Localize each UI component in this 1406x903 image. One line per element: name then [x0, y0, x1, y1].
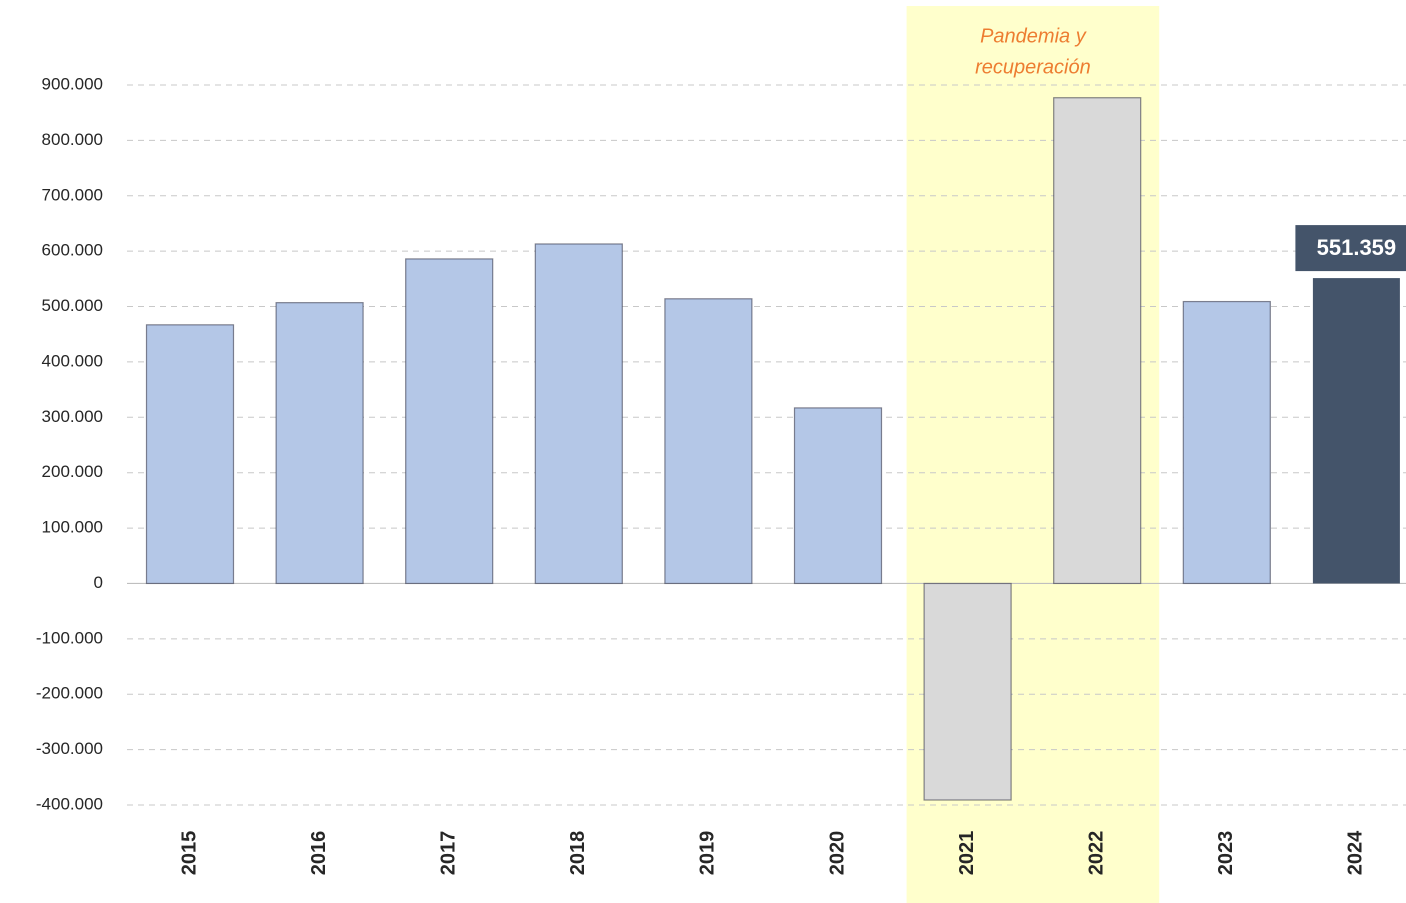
- annotation: Pandemia y: [980, 25, 1087, 47]
- bar: [1182, 300, 1271, 585]
- y-tick-label: 700.000: [42, 185, 103, 204]
- y-tick-label: 100.000: [42, 518, 103, 537]
- bar: [405, 258, 494, 585]
- y-tick-label: 800.000: [42, 130, 103, 149]
- bar: [145, 324, 235, 585]
- y-tick-label: 900.000: [42, 74, 103, 93]
- y-tick-label: -400.000: [36, 794, 103, 813]
- bar: [923, 582, 1012, 801]
- y-tick-label: 0: [94, 573, 103, 592]
- y-tick-label: 200.000: [42, 462, 103, 481]
- x-tick-label: 2023: [1215, 831, 1237, 876]
- x-tick-label: 2020: [826, 831, 848, 876]
- x-tick-label: 2015: [178, 831, 200, 876]
- value-label: 551.359: [1317, 235, 1397, 260]
- y-tick-label: -300.000: [36, 739, 103, 758]
- bar: [1053, 97, 1142, 585]
- x-tick-label: 2018: [567, 831, 589, 876]
- bar: [1312, 278, 1400, 584]
- y-tick-label: -200.000: [36, 684, 103, 703]
- x-tick-label: 2017: [437, 831, 459, 876]
- bar: [275, 302, 364, 585]
- bar: [664, 298, 753, 585]
- x-tick-label: 2022: [1085, 831, 1107, 876]
- annotation: recuperación: [975, 56, 1091, 78]
- value-label-box: [1295, 225, 1406, 272]
- x-tick-label: 2019: [697, 831, 719, 876]
- y-tick-label: -100.000: [36, 628, 103, 647]
- y-tick-label: 400.000: [42, 351, 103, 370]
- x-tick-label: 2024: [1345, 830, 1367, 875]
- y-tick-label: 300.000: [42, 407, 103, 426]
- y-tick-label: 600.000: [42, 241, 103, 260]
- y-tick-label: 500.000: [42, 296, 103, 315]
- x-tick-label: 2016: [308, 831, 330, 876]
- bar: [793, 407, 883, 585]
- x-tick-label: 2021: [956, 831, 978, 876]
- bar: [534, 243, 623, 585]
